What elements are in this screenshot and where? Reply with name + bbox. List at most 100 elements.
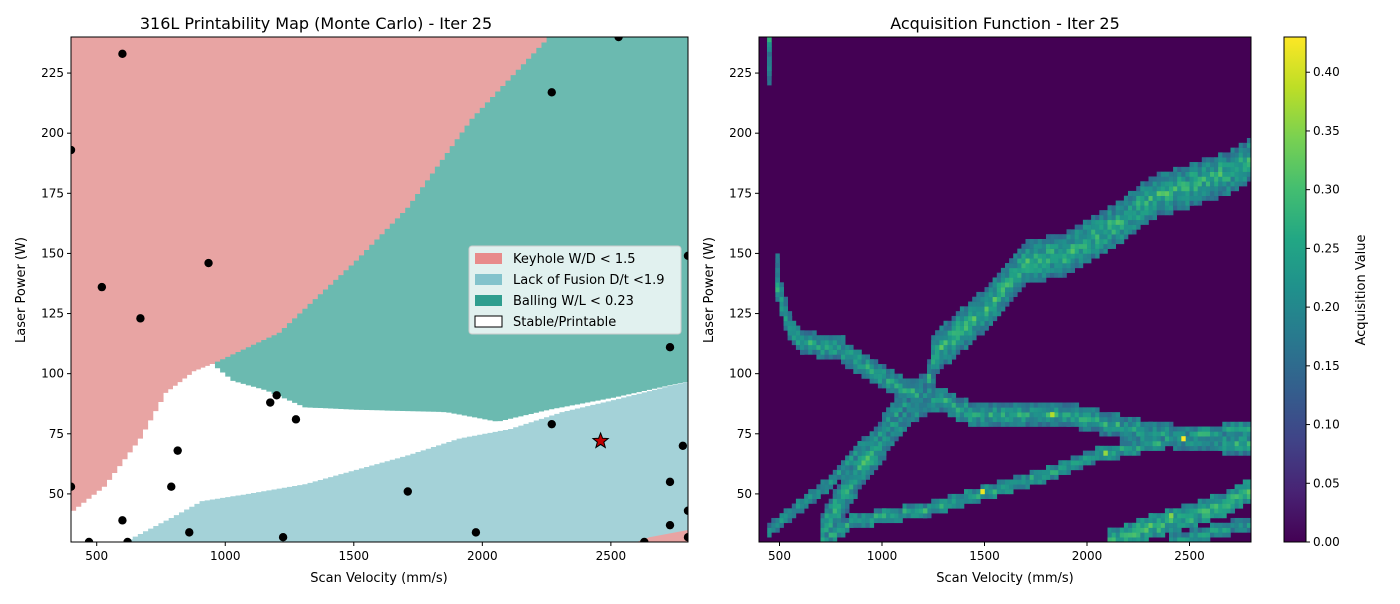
heatmap-cell: [1058, 469, 1063, 475]
heatmap-cell: [795, 344, 801, 350]
heatmap-cell: [1189, 195, 1194, 201]
heatmap-cell: [927, 402, 932, 408]
heatmap-cell: [1230, 445, 1235, 451]
heatmap-cell: [902, 513, 907, 519]
heatmap-cell: [1148, 517, 1153, 524]
heatmap-cell: [1242, 436, 1248, 442]
sample-point: [173, 446, 182, 455]
heatmap-cell: [964, 325, 969, 331]
heatmap-cell: [996, 402, 1002, 408]
heatmap-cell: [853, 450, 858, 456]
heatmap-cell: [947, 340, 952, 346]
heatmap-cell: [1074, 416, 1080, 423]
heatmap-cell: [853, 513, 858, 519]
heatmap-cell: [1189, 171, 1194, 177]
heatmap-cell: [1025, 243, 1030, 249]
heatmap-cell: [902, 388, 907, 394]
heatmap-cell: [1136, 445, 1141, 451]
heatmap-cell: [1046, 402, 1051, 408]
heatmap-cell: [988, 315, 993, 322]
heatmap-cell: [1058, 272, 1063, 278]
heatmap-cell: [984, 493, 989, 500]
heatmap-cell: [1205, 527, 1211, 533]
heatmap-cell: [861, 436, 866, 442]
heatmap-cell: [1037, 474, 1043, 480]
heatmap-cell: [836, 344, 842, 350]
heatmap-cell: [1144, 181, 1149, 187]
heatmap-cell: [1017, 272, 1022, 278]
heatmap-cell: [976, 489, 981, 495]
heatmap-cell: [1050, 421, 1055, 427]
heatmap-cell: [980, 315, 985, 322]
heatmap-cell: [1099, 416, 1104, 423]
heatmap-cell: [1218, 445, 1223, 451]
heatmap-cell: [1185, 441, 1190, 447]
heatmap-cell: [1037, 258, 1043, 264]
heatmap-cell: [1025, 258, 1030, 264]
heatmap-cell: [1128, 210, 1133, 216]
heatmap-cell: [857, 349, 862, 355]
heatmap-cell: [877, 426, 883, 432]
heatmap-cell: [931, 397, 936, 403]
heatmap-cell: [812, 498, 817, 504]
heatmap-cell: [992, 412, 998, 418]
heatmap-cell: [1037, 267, 1043, 273]
heatmap-cell: [1201, 195, 1207, 201]
heatmap-cell: [1246, 522, 1251, 528]
heatmap-cell: [828, 537, 834, 542]
heatmap-cell: [988, 484, 993, 490]
heatmap-cell: [1005, 407, 1010, 413]
heatmap-cell: [1156, 190, 1162, 197]
heatmap-cell: [1238, 421, 1244, 427]
heatmap-cell: [1037, 412, 1043, 418]
heatmap-cell: [1222, 176, 1227, 182]
heatmap-cell: [1234, 181, 1239, 187]
heatmap-cell: [1132, 532, 1137, 538]
heatmap-cell: [787, 311, 793, 317]
heatmap-cell: [1095, 445, 1100, 451]
heatmap-cell: [1041, 258, 1047, 264]
heatmap-cell: [1058, 416, 1063, 423]
heatmap-cell: [996, 416, 1002, 423]
heatmap-cell: [775, 258, 780, 264]
heatmap-cell: [1132, 431, 1137, 437]
heatmap-cell: [1025, 479, 1030, 485]
heatmap-cell: [1222, 157, 1227, 163]
heatmap-cell: [853, 469, 858, 475]
heatmap-cell: [836, 532, 842, 538]
heatmap-cell: [1025, 267, 1030, 273]
heatmap-cell: [1095, 224, 1100, 230]
heatmap-cell: [1218, 171, 1223, 177]
heatmap-cell: [1115, 224, 1121, 230]
heatmap-cell: [1033, 474, 1039, 480]
heatmap-cell: [931, 503, 936, 509]
heatmap-cell: [1148, 513, 1153, 519]
heatmap-cell: [1132, 542, 1136, 547]
heatmap-cell: [1041, 479, 1047, 485]
heatmap-cell: [886, 513, 891, 519]
printability-map-ytick-label: 175: [41, 186, 64, 200]
heatmap-cell: [853, 479, 858, 485]
heatmap-cell: [968, 325, 973, 331]
heatmap-cell: [1251, 479, 1255, 484]
heatmap-cell: [1037, 402, 1043, 408]
heatmap-cell: [877, 368, 883, 374]
heatmap-cell: [927, 392, 932, 399]
heatmap-cell: [1201, 441, 1207, 447]
heatmap-cell: [873, 431, 879, 437]
heatmap-cell: [931, 498, 936, 504]
heatmap-cell: [914, 383, 920, 389]
heatmap-cell: [861, 479, 866, 485]
heatmap-cell: [890, 373, 895, 379]
heatmap-cell: [775, 296, 780, 302]
heatmap-cell: [853, 359, 858, 365]
heatmap-cell: [1115, 431, 1121, 437]
sample-point: [403, 487, 412, 496]
heatmap-cell: [943, 508, 948, 514]
heatmap-cell: [836, 522, 842, 528]
heatmap-cell: [873, 517, 879, 524]
heatmap-cell: [1074, 455, 1080, 461]
heatmap-cell: [951, 330, 957, 336]
heatmap-cell: [1107, 210, 1112, 216]
heatmap-cell: [1033, 267, 1039, 273]
